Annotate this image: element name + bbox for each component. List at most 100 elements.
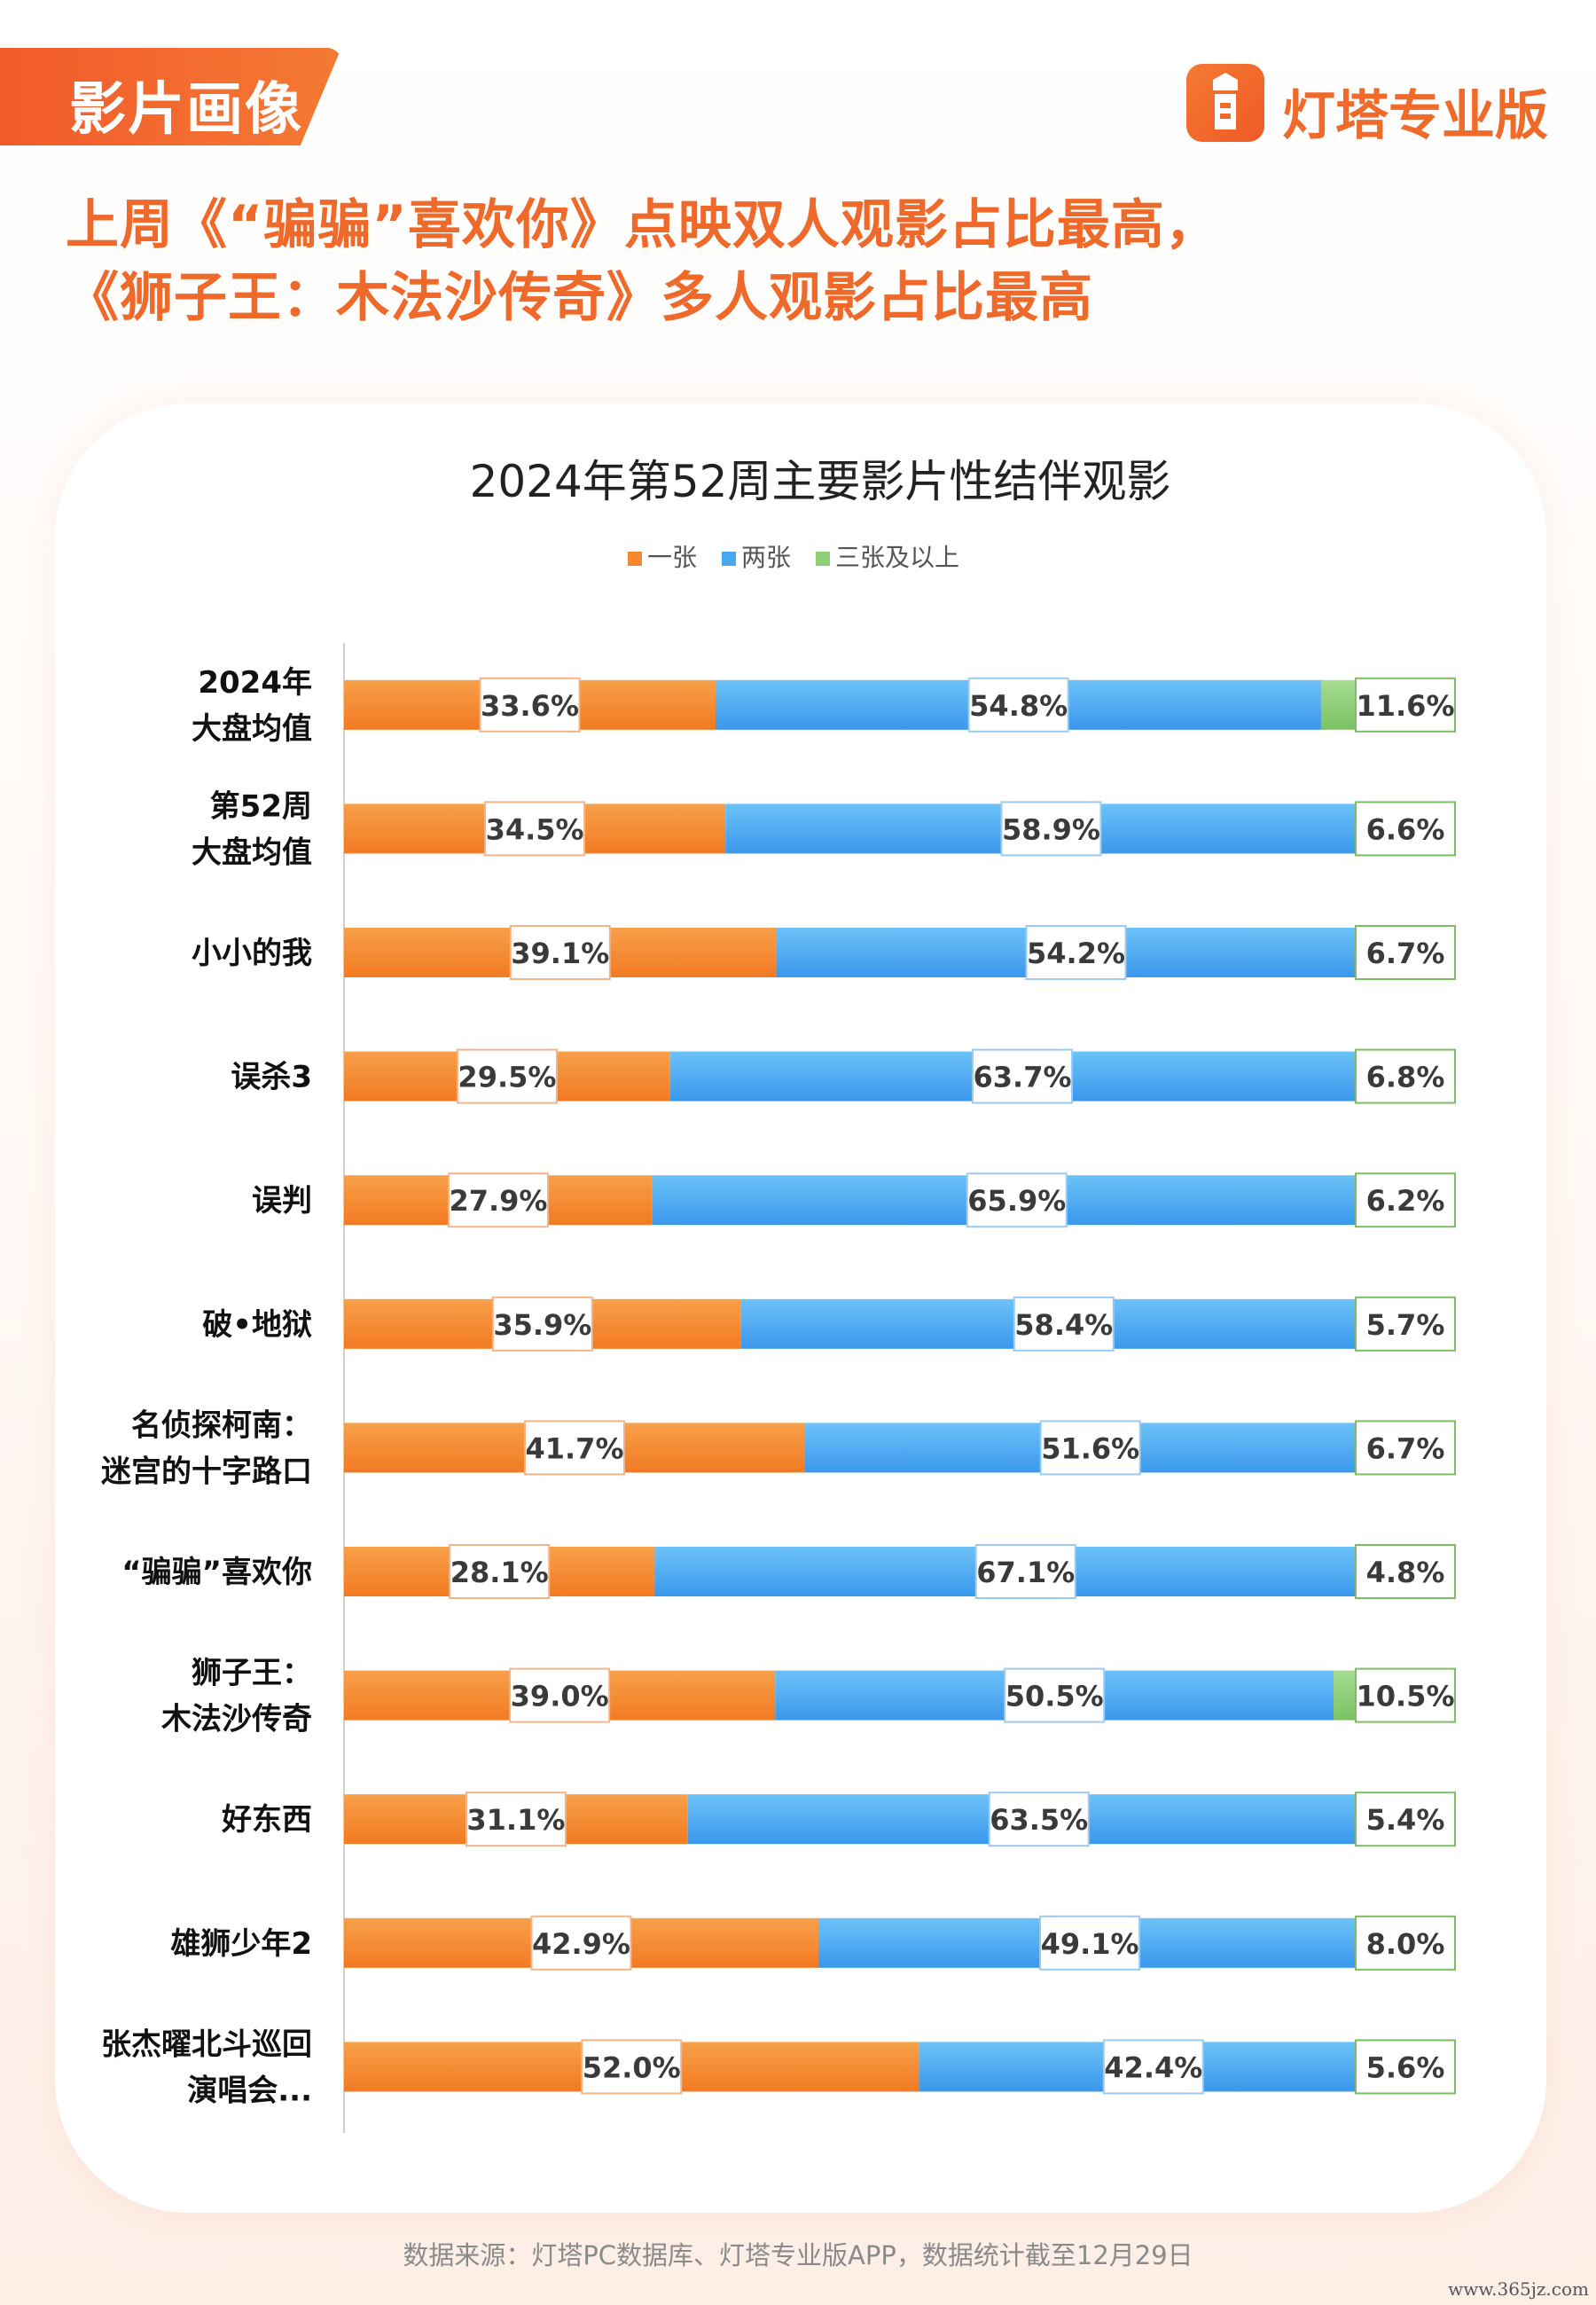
- data-label-box: [530, 1915, 632, 1971]
- category-label: 破•地狱: [202, 1307, 312, 1343]
- data-label: 5.7%: [1366, 1308, 1445, 1342]
- data-label-box: [509, 925, 611, 980]
- data-label: 33.6%: [481, 689, 579, 723]
- category-label-line: 破•地狱: [202, 1307, 312, 1343]
- watermark: www.365jz.com: [1448, 2278, 1589, 2300]
- category-label-line: 误杀3: [231, 1060, 312, 1095]
- legend-label-two-tickets: 两张: [741, 543, 791, 572]
- legend-swatch-one-ticket: [628, 552, 642, 566]
- data-label-box: [1004, 1667, 1106, 1723]
- data-label-box: [1355, 1172, 1456, 1228]
- data-label: 58.9%: [1002, 812, 1100, 846]
- data-label-box: [523, 1420, 625, 1476]
- category-label-line: 误判: [252, 1183, 312, 1219]
- data-label-box: [491, 1296, 593, 1352]
- chart-title: 2024年第52周主要影片性结伴观影: [470, 456, 1171, 507]
- data-label-box: [1000, 801, 1102, 857]
- data-label-box: [484, 801, 586, 857]
- data-label: 10.5%: [1356, 1680, 1454, 1713]
- data-label: 29.5%: [458, 1061, 556, 1094]
- stacked-bar-chart: 2024年第52周主要影片性结伴观影 一张 两张 三张及以上 2024年大盘均值 33…: [101, 456, 1456, 2133]
- data-label: 6.7%: [1366, 937, 1445, 970]
- data-label: 67.1%: [976, 1556, 1075, 1589]
- data-label-box: [509, 1667, 611, 1723]
- data-label: 6.8%: [1366, 1061, 1445, 1094]
- data-label: 34.5%: [486, 812, 584, 846]
- category-label-line: 小小的我: [192, 936, 312, 971]
- data-label: 63.5%: [990, 1803, 1088, 1837]
- data-source-note: 数据来源：灯塔PC数据库、灯塔专业版APP，数据统计截至12月29日: [403, 2240, 1193, 2270]
- category-label: 误判: [252, 1183, 312, 1219]
- data-label-box: [1013, 1296, 1115, 1352]
- lighthouse-icon: [1186, 64, 1264, 142]
- data-label-box: [1355, 1420, 1456, 1476]
- data-label-box: [1355, 1296, 1456, 1352]
- legend-swatch-three-plus: [816, 552, 830, 566]
- category-label-line: 大盘均值: [192, 711, 312, 747]
- data-label-box: [465, 1791, 567, 1847]
- data-label-box: [479, 677, 581, 733]
- category-label-line: 雄狮少年2: [170, 1926, 312, 1962]
- data-label-box: [1355, 1544, 1456, 1599]
- header-tag-ribbon: [0, 48, 341, 145]
- data-label-box: [447, 1172, 549, 1228]
- data-label-box: [1355, 1667, 1456, 1723]
- data-label-box: [1355, 677, 1456, 733]
- data-label: 6.2%: [1366, 1184, 1445, 1218]
- header-tag: 影片画像: [69, 77, 303, 143]
- category-label-line: 演唱会...: [187, 2073, 312, 2108]
- category-label-line: 2024年: [198, 665, 312, 701]
- category-label: “骗骗”喜欢你: [121, 1555, 312, 1590]
- data-label-box: [974, 1544, 1076, 1599]
- data-label-box: [972, 1048, 1074, 1104]
- data-label: 28.1%: [450, 1556, 549, 1589]
- data-label: 52.0%: [583, 2050, 681, 2084]
- data-label: 6.7%: [1366, 1431, 1445, 1465]
- data-label: 5.6%: [1366, 2050, 1445, 2084]
- data-label: 51.6%: [1041, 1431, 1139, 1465]
- data-label: 6.6%: [1366, 812, 1445, 846]
- category-label-line: 迷宫的十字路口: [101, 1454, 312, 1489]
- data-label: 49.1%: [1041, 1927, 1139, 1961]
- data-label: 11.6%: [1356, 689, 1454, 723]
- data-label-box: [1355, 1791, 1456, 1847]
- data-label: 54.8%: [969, 689, 1068, 723]
- data-label-box: [1355, 801, 1456, 857]
- category-label: 第52周大盘均值: [192, 788, 312, 870]
- category-label-line: 名侦探柯南：: [131, 1407, 312, 1443]
- category-label: 狮子王： 木法沙传奇: [160, 1656, 312, 1737]
- data-label-box: [1355, 2039, 1456, 2095]
- category-label-line: 第52周: [210, 788, 312, 824]
- data-label-box: [967, 677, 1069, 733]
- data-label: 31.1%: [466, 1803, 565, 1837]
- data-label-box: [449, 1544, 551, 1599]
- data-label: 39.1%: [511, 937, 609, 970]
- data-label: 5.4%: [1366, 1803, 1445, 1837]
- data-label-box: [1355, 925, 1456, 980]
- chart-legend: 一张 两张 三张及以上: [628, 543, 959, 572]
- category-label: 雄狮少年2: [170, 1926, 312, 1962]
- data-label: 41.7%: [525, 1431, 623, 1465]
- data-label: 63.7%: [974, 1061, 1072, 1094]
- data-label: 4.8%: [1366, 1556, 1445, 1589]
- category-label-line: 好东西: [221, 1802, 312, 1838]
- data-label: 54.2%: [1027, 937, 1125, 970]
- category-label-line: 张杰曜北斗巡回: [101, 2027, 312, 2062]
- legend-label-one-ticket: 一张: [647, 543, 697, 572]
- data-label: 35.9%: [493, 1308, 591, 1342]
- category-label-line: 大盘均值: [192, 835, 312, 870]
- category-label-line: 狮子王：: [192, 1656, 312, 1691]
- data-label: 42.4%: [1104, 2050, 1202, 2084]
- data-label: 27.9%: [449, 1184, 547, 1218]
- headline-line-2: 《狮子王：木法沙传奇》多人观影占比最高: [66, 267, 1093, 329]
- data-label: 65.9%: [967, 1184, 1066, 1218]
- headline-line-1: 上周《“骗骗”喜欢你》点映双人观影占比最高，: [66, 194, 1219, 256]
- data-label-box: [1355, 1048, 1456, 1104]
- data-label: 8.0%: [1366, 1927, 1445, 1961]
- data-label-box: [1039, 1915, 1141, 1971]
- data-label-box: [966, 1172, 1068, 1228]
- data-label-box: [1025, 925, 1127, 980]
- data-label: 39.0%: [511, 1680, 609, 1713]
- category-label: 张杰曜北斗巡回演唱会...: [101, 2027, 312, 2108]
